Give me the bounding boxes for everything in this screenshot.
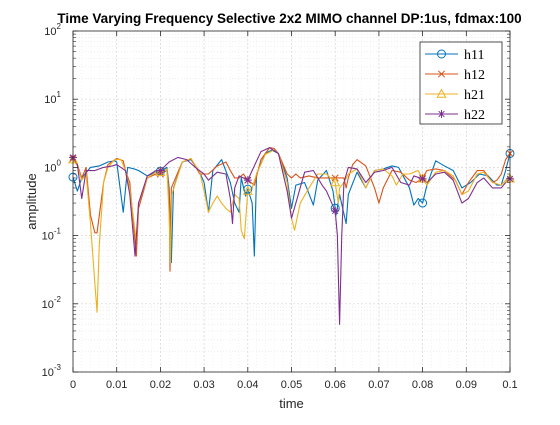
- star-marker-stroke: [157, 167, 164, 174]
- y-axis-label: amplitude: [24, 173, 39, 229]
- x-tick-label: 0.09: [456, 379, 477, 391]
- series-line-h11: [73, 149, 510, 264]
- star-marker-stroke: [438, 110, 445, 118]
- series-marker-h11: [243, 184, 253, 194]
- legend-label-h21: h21: [464, 88, 485, 103]
- y-tick-label: 10-2: [42, 295, 62, 311]
- legend-marker-h21: [436, 88, 447, 98]
- x-tick-label: 0.02: [150, 379, 171, 391]
- x-tick-label: 0.1: [502, 379, 517, 391]
- series-layer: [73, 147, 510, 325]
- x-tick-label: 0.08: [412, 379, 433, 391]
- x-tick-label: 0.04: [237, 379, 258, 391]
- x-tick-label: 0: [70, 379, 76, 391]
- series-line-h12: [73, 147, 510, 272]
- y-tick-label: 10-1: [42, 227, 62, 243]
- x-tick-label: 0.01: [106, 379, 127, 391]
- x-tick-label: 0.03: [193, 379, 214, 391]
- legend-marker-h11: [437, 49, 446, 59]
- series-marker-h21: [242, 185, 253, 195]
- series-marker-h22: [156, 166, 165, 175]
- y-tick-label: 102: [44, 22, 61, 38]
- legend-marker-h12: [437, 70, 446, 78]
- legend-entry-h22: h22: [425, 108, 485, 123]
- legend-label-h11: h11: [464, 48, 484, 63]
- legend-entry-h12: h12: [425, 68, 485, 83]
- legend-marker-h22: [437, 110, 446, 118]
- star-marker-stroke: [244, 176, 251, 184]
- legend-entry-h11: h11: [425, 48, 484, 63]
- y-tick-label: 10-3: [42, 363, 62, 379]
- x-tick-label: 0.07: [368, 379, 389, 391]
- series-marker-h21: [330, 176, 341, 187]
- y-tick-label: 100: [44, 158, 61, 174]
- y-tick-label: 101: [44, 90, 61, 106]
- tick-layer: 0 0.01 0.02 0.03 0.04 0.05 0.06 0.07 0.08 0.09 0.1…: [42, 22, 518, 391]
- series-line-h22: [73, 147, 510, 325]
- x-axis-label: time: [279, 396, 304, 411]
- x-tick-label: 0.05: [281, 379, 302, 391]
- series-marker-h11: [418, 198, 428, 208]
- series-marker-h22: [243, 176, 252, 185]
- series-line-h21: [73, 149, 510, 313]
- grid-layer: [72, 30, 511, 373]
- x-marker-stroke: [437, 70, 446, 78]
- legend-entry-h21: h21: [425, 88, 485, 103]
- legend-label-h12: h12: [464, 68, 485, 83]
- chart-title: Time Varying Frequency Selective 2x2 MIM…: [57, 11, 521, 26]
- legend-box: [419, 41, 503, 125]
- legend: h11 h12 h21 h22: [419, 41, 503, 125]
- x-tick-label: 0.06: [324, 379, 345, 391]
- star-marker-stroke: [419, 175, 426, 183]
- legend-label-h22: h22: [464, 108, 485, 123]
- series-marker-h22: [331, 206, 340, 215]
- series-marker-h22: [418, 174, 427, 183]
- series-marker-h21: [155, 166, 166, 176]
- star-marker-stroke: [332, 207, 339, 215]
